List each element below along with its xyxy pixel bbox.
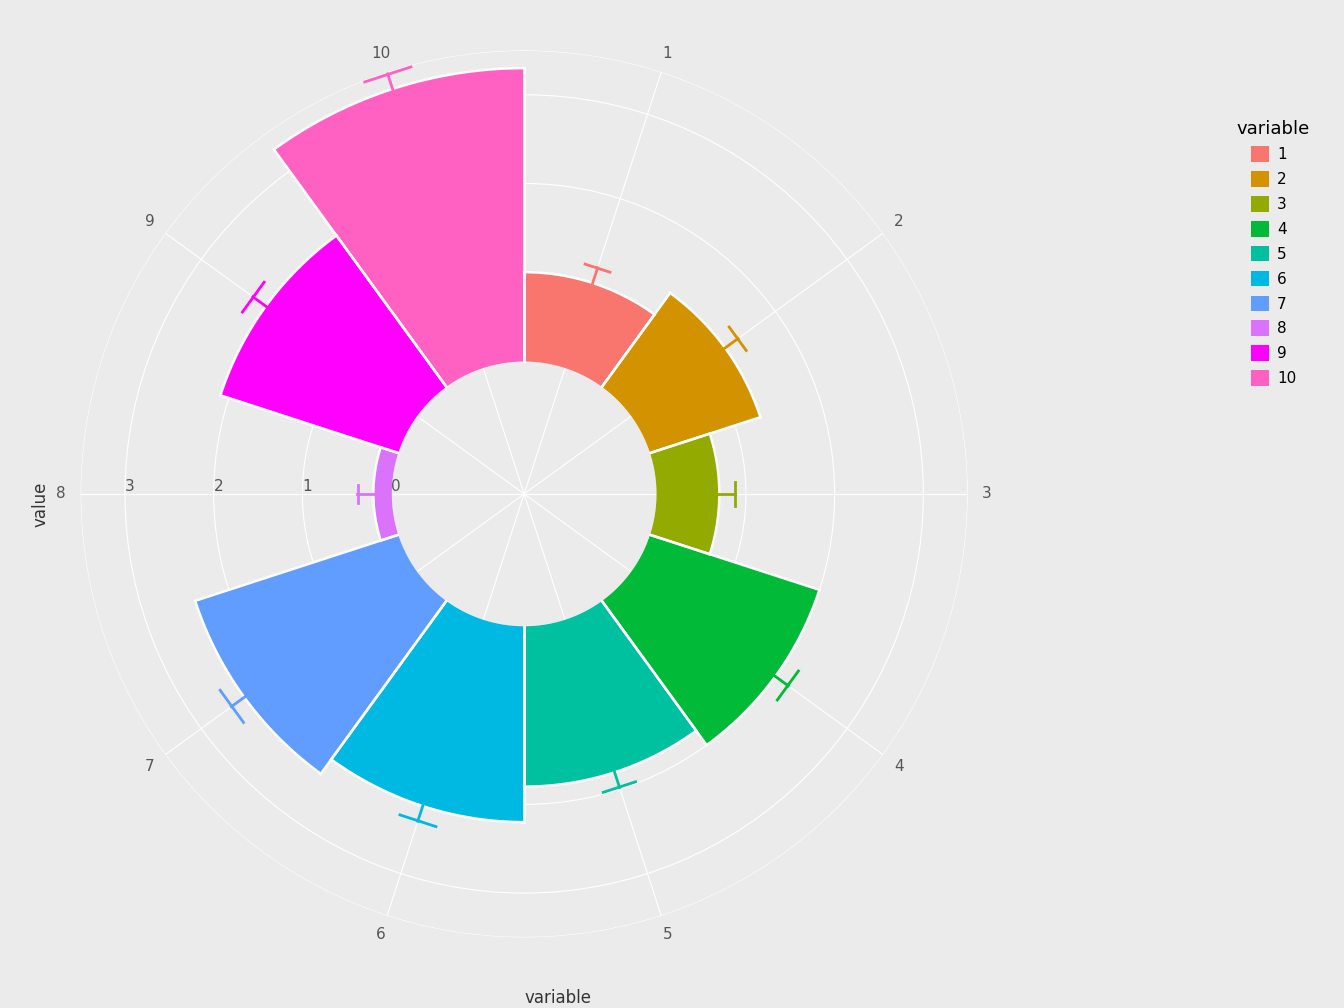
Polygon shape bbox=[374, 448, 398, 540]
Text: value: value bbox=[31, 481, 50, 527]
Polygon shape bbox=[391, 361, 657, 627]
Polygon shape bbox=[524, 272, 655, 386]
Polygon shape bbox=[602, 535, 820, 745]
Legend: 1, 2, 3, 4, 5, 6, 7, 8, 9, 10: 1, 2, 3, 4, 5, 6, 7, 8, 9, 10 bbox=[1231, 114, 1316, 392]
Polygon shape bbox=[331, 602, 524, 823]
Polygon shape bbox=[650, 433, 719, 554]
Polygon shape bbox=[220, 236, 446, 453]
Text: variable: variable bbox=[524, 989, 591, 1007]
Polygon shape bbox=[274, 69, 524, 386]
Polygon shape bbox=[195, 535, 446, 774]
Polygon shape bbox=[524, 602, 696, 786]
Polygon shape bbox=[602, 293, 761, 453]
